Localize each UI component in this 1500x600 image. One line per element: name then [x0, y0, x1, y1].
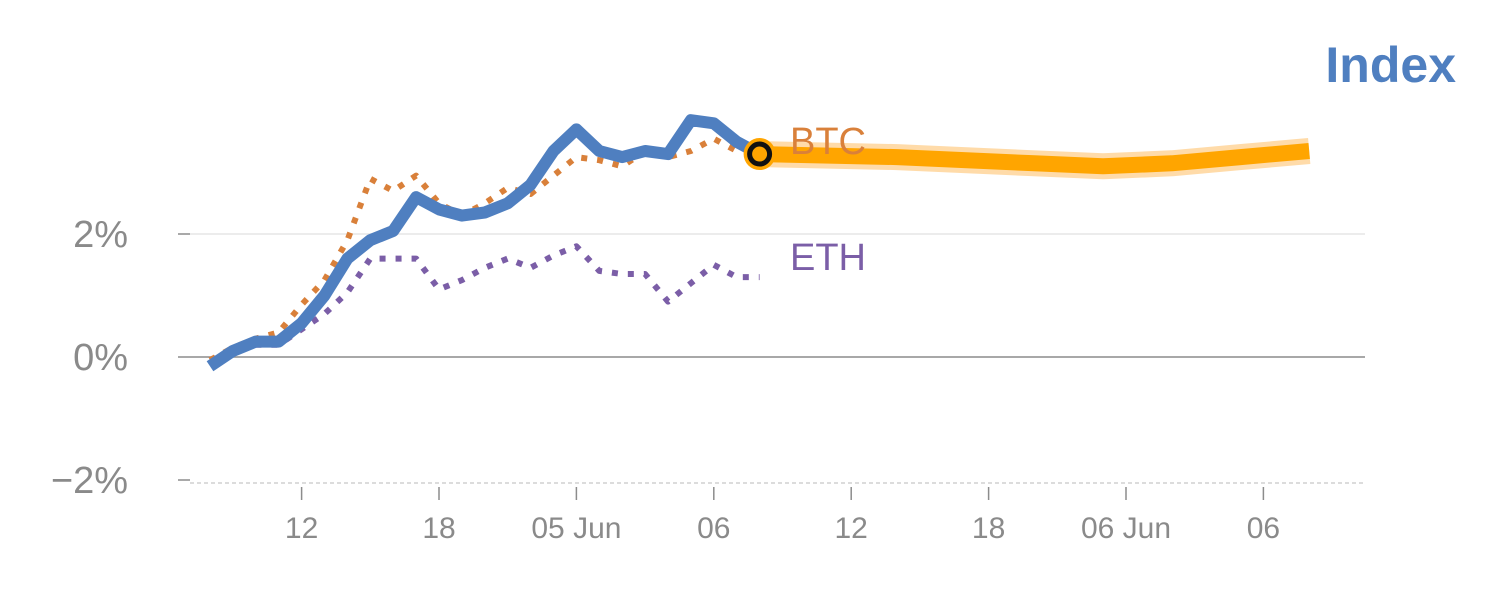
- current-point-marker: [747, 141, 773, 167]
- x-tick-label: 12: [835, 512, 868, 545]
- y-tick-label: −2%: [51, 460, 128, 502]
- highlight-band-line: [759, 143, 1310, 175]
- y-tick-label: 2%: [73, 214, 128, 256]
- x-tick-label: 05 Jun: [531, 512, 621, 545]
- x-tick-label: 18: [422, 512, 455, 545]
- y-tick-label: 0%: [73, 337, 128, 379]
- series-index-line: [206, 114, 763, 372]
- x-tick-label: 06: [697, 512, 730, 545]
- series-eth-line: [208, 243, 760, 363]
- x-tick-label: 06: [1247, 512, 1280, 545]
- x-tick-label: 18: [972, 512, 1005, 545]
- chart-title: Index: [1325, 37, 1456, 93]
- series-label-btc: BTC: [790, 121, 866, 163]
- x-tick-label: 12: [285, 512, 318, 545]
- series-label-eth: ETH: [790, 237, 866, 279]
- x-tick-label: 06 Jun: [1081, 512, 1171, 545]
